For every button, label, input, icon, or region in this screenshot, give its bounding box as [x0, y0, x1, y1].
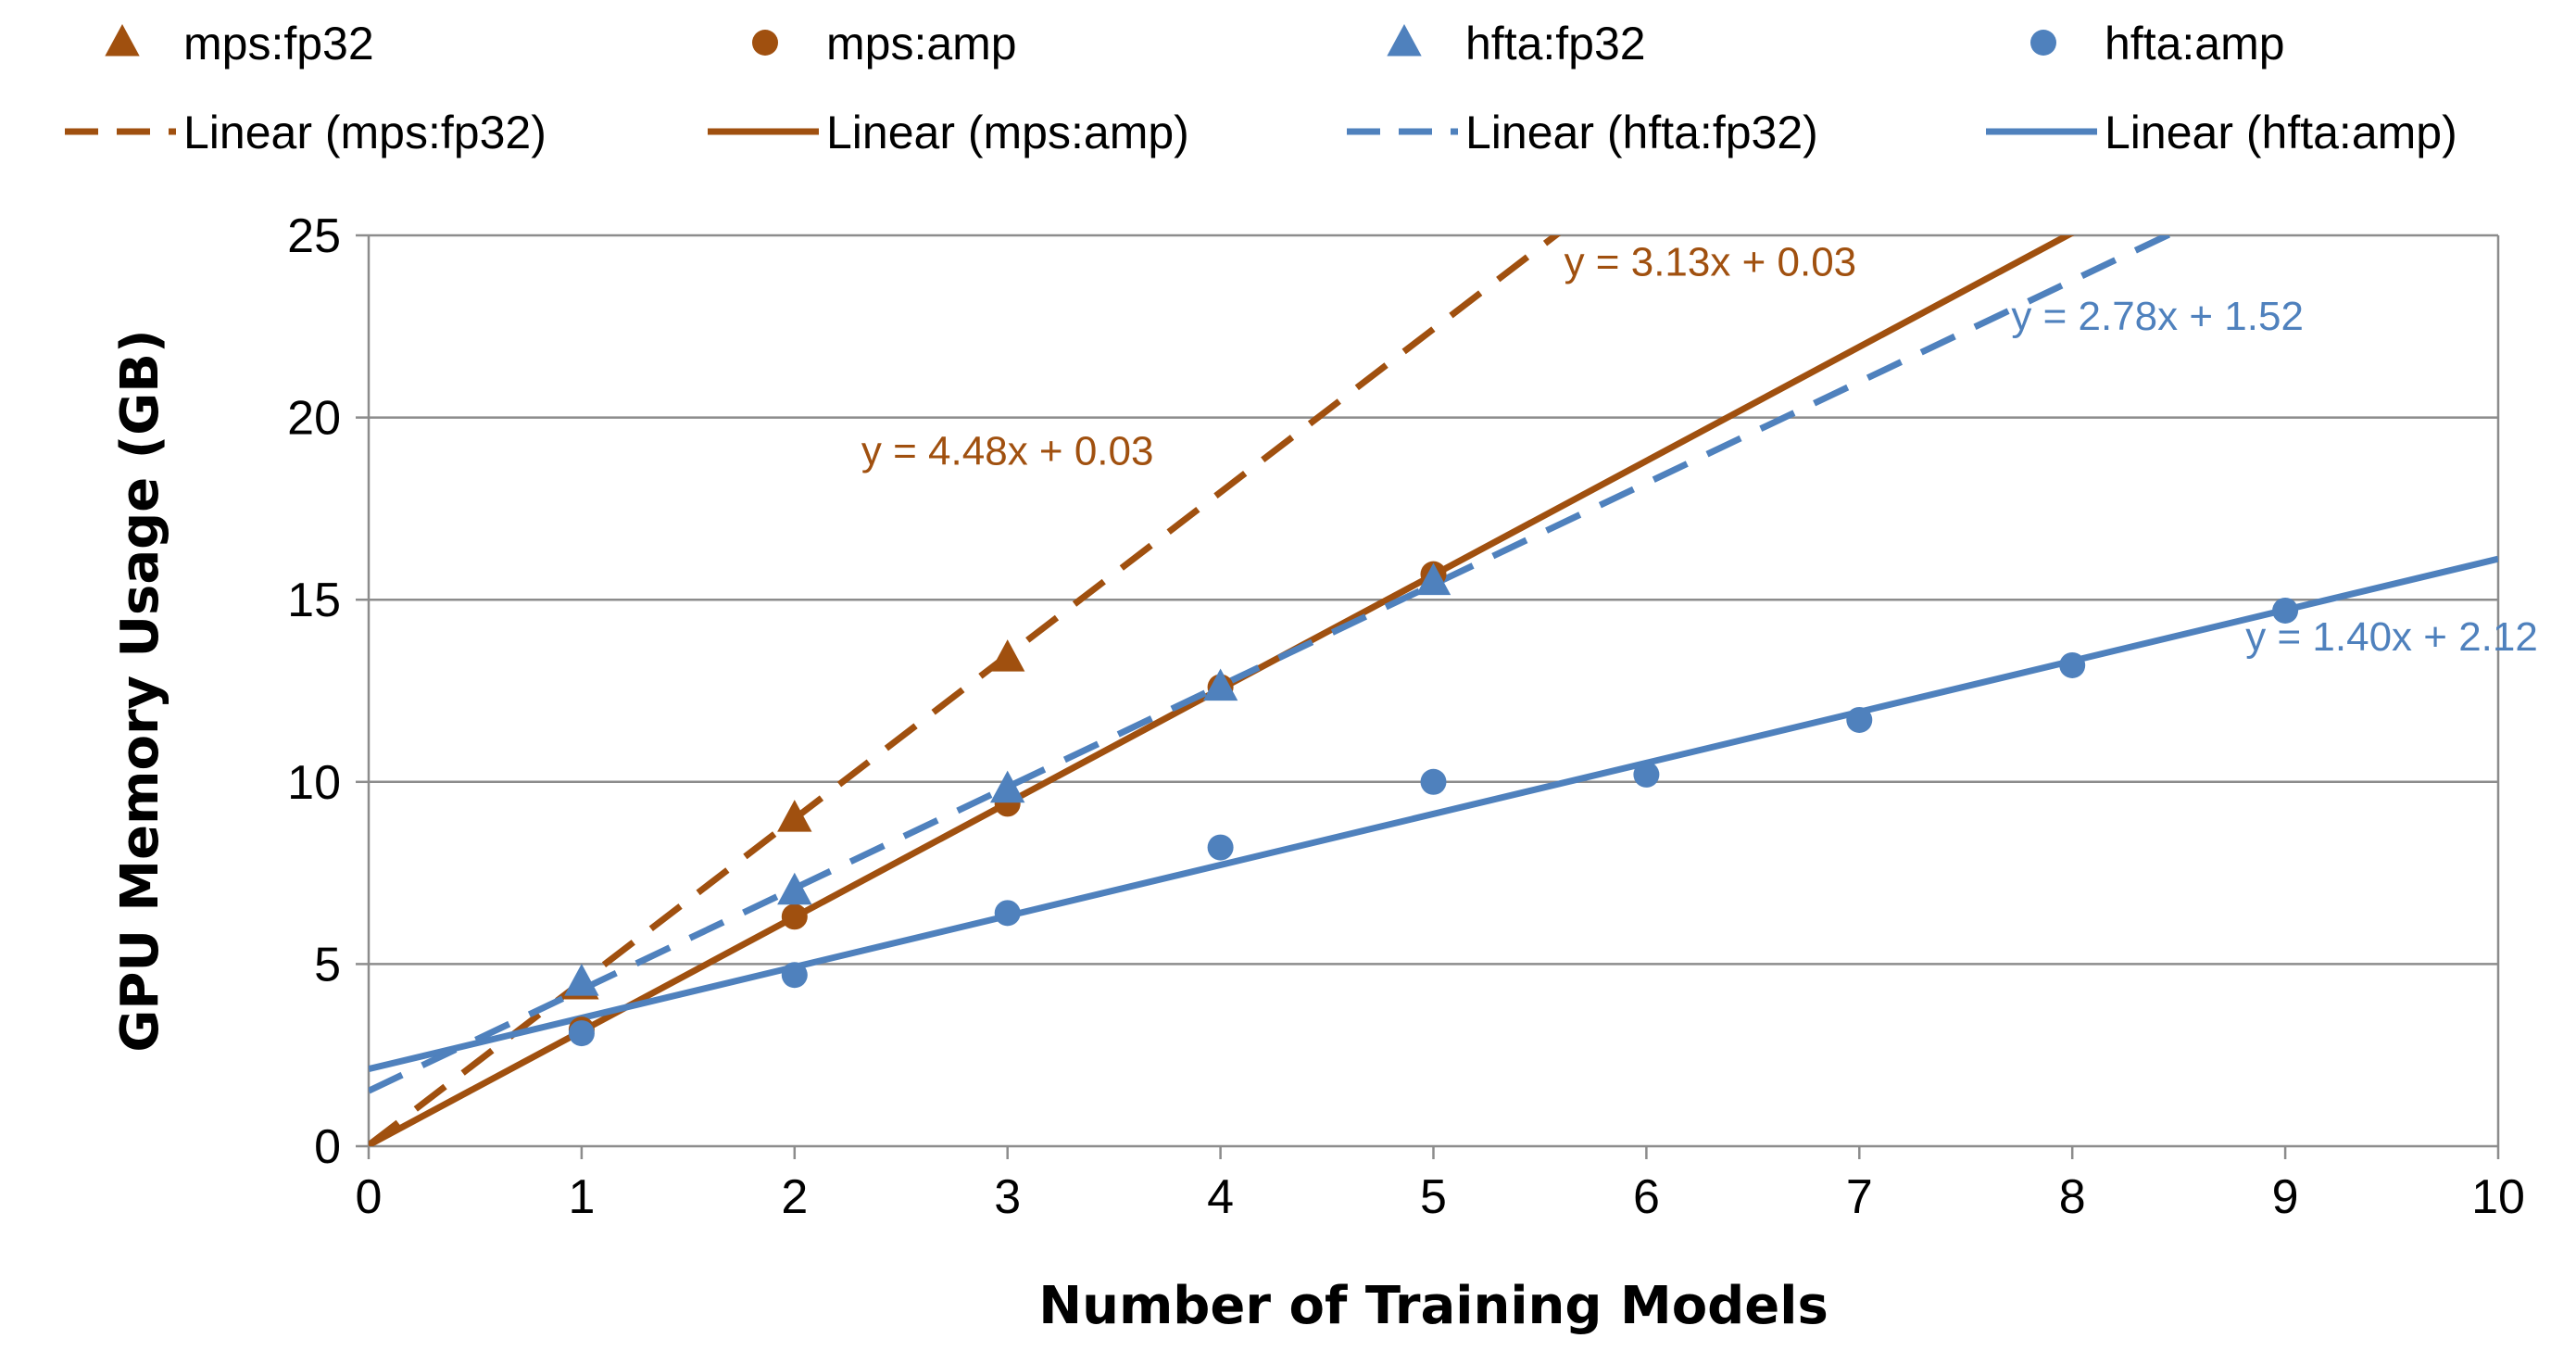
legend-label-mps-amp: mps:amp — [826, 18, 1017, 69]
legend-trend-label-0: Linear (mps:fp32) — [183, 107, 547, 158]
y-tick-label-15: 15 — [287, 574, 341, 627]
legend-label-hfta-fp32: hfta:fp32 — [1465, 18, 1646, 69]
trendline-linear-hfta-amp — [369, 555, 2498, 1073]
y-tick-label-25: 25 — [287, 209, 341, 263]
point-hfta-amp-3 — [1207, 834, 1234, 861]
legend-marker-mps-fp32 — [105, 23, 140, 57]
trendline-linear-mps-fp32 — [369, 235, 1562, 1146]
y-tick-label-5: 5 — [314, 938, 341, 991]
x-tick-label-7: 7 — [1846, 1170, 1873, 1224]
point-hfta-amp-7 — [2059, 651, 2086, 678]
legend-marker-hfta-amp — [2030, 30, 2056, 56]
point-hfta-amp-1 — [781, 962, 808, 989]
point-hfta-amp-2 — [994, 900, 1021, 927]
legend-label-hfta-amp: hfta:amp — [2105, 18, 2285, 69]
legend-trend-label-3: Linear (hfta:amp) — [2105, 107, 2457, 158]
point-hfta-amp-0 — [568, 1020, 595, 1047]
point-hfta-fp32-3 — [1202, 668, 1238, 701]
point-hfta-amp-6 — [1846, 706, 1873, 733]
x-tick-label-10: 10 — [2471, 1170, 2525, 1224]
point-mps-fp32-2 — [990, 639, 1025, 672]
x-tick-label-8: 8 — [2059, 1170, 2086, 1224]
x-tick-label-6: 6 — [1633, 1170, 1660, 1224]
equation-label-0: y = 4.48x + 0.03 — [861, 429, 1154, 474]
series-hfta-amp — [568, 597, 2299, 1047]
legend-trend-label-1: Linear (mps:amp) — [826, 107, 1189, 158]
point-hfta-fp32-2 — [990, 770, 1025, 803]
legend-marker-mps-amp — [752, 30, 778, 56]
point-hfta-amp-5 — [1633, 761, 1660, 788]
legend-trend-label-2: Linear (hfta:fp32) — [1465, 107, 1818, 158]
point-hfta-fp32-4 — [1415, 562, 1451, 596]
x-tick-label-3: 3 — [994, 1170, 1021, 1224]
trendline-linear-hfta-fp32 — [369, 235, 2175, 1094]
legend-label-mps-fp32: mps:fp32 — [183, 18, 374, 69]
point-mps-amp-1 — [781, 903, 808, 930]
x-tick-label-4: 4 — [1207, 1170, 1234, 1224]
equation-label-1: y = 3.13x + 0.03 — [1564, 239, 1857, 284]
x-axis-title: Number of Training Models — [1038, 1276, 1828, 1336]
y-tick-label-0: 0 — [314, 1120, 341, 1174]
x-tick-label-1: 1 — [568, 1170, 595, 1224]
series-hfta-fp32 — [564, 562, 1451, 996]
point-hfta-fp32-0 — [564, 964, 599, 996]
point-mps-fp32-1 — [777, 800, 812, 832]
equation-label-2: y = 2.78x + 1.52 — [2011, 294, 2304, 339]
x-tick-label-0: 0 — [356, 1170, 383, 1224]
y-tick-label-10: 10 — [287, 756, 341, 810]
x-tick-label-2: 2 — [781, 1170, 808, 1224]
x-tick-label-9: 9 — [2272, 1170, 2299, 1224]
y-tick-label-20: 20 — [287, 392, 341, 446]
x-tick-label-5: 5 — [1420, 1170, 1447, 1224]
legend-marker-hfta-fp32 — [1387, 23, 1422, 57]
point-hfta-amp-8 — [2272, 597, 2299, 624]
equation-label-3: y = 1.40x + 2.12 — [2245, 614, 2538, 660]
y-axis-title: GPU Memory Usage (GB) — [110, 329, 170, 1052]
point-hfta-fp32-1 — [777, 872, 812, 905]
point-hfta-amp-4 — [1420, 768, 1447, 795]
